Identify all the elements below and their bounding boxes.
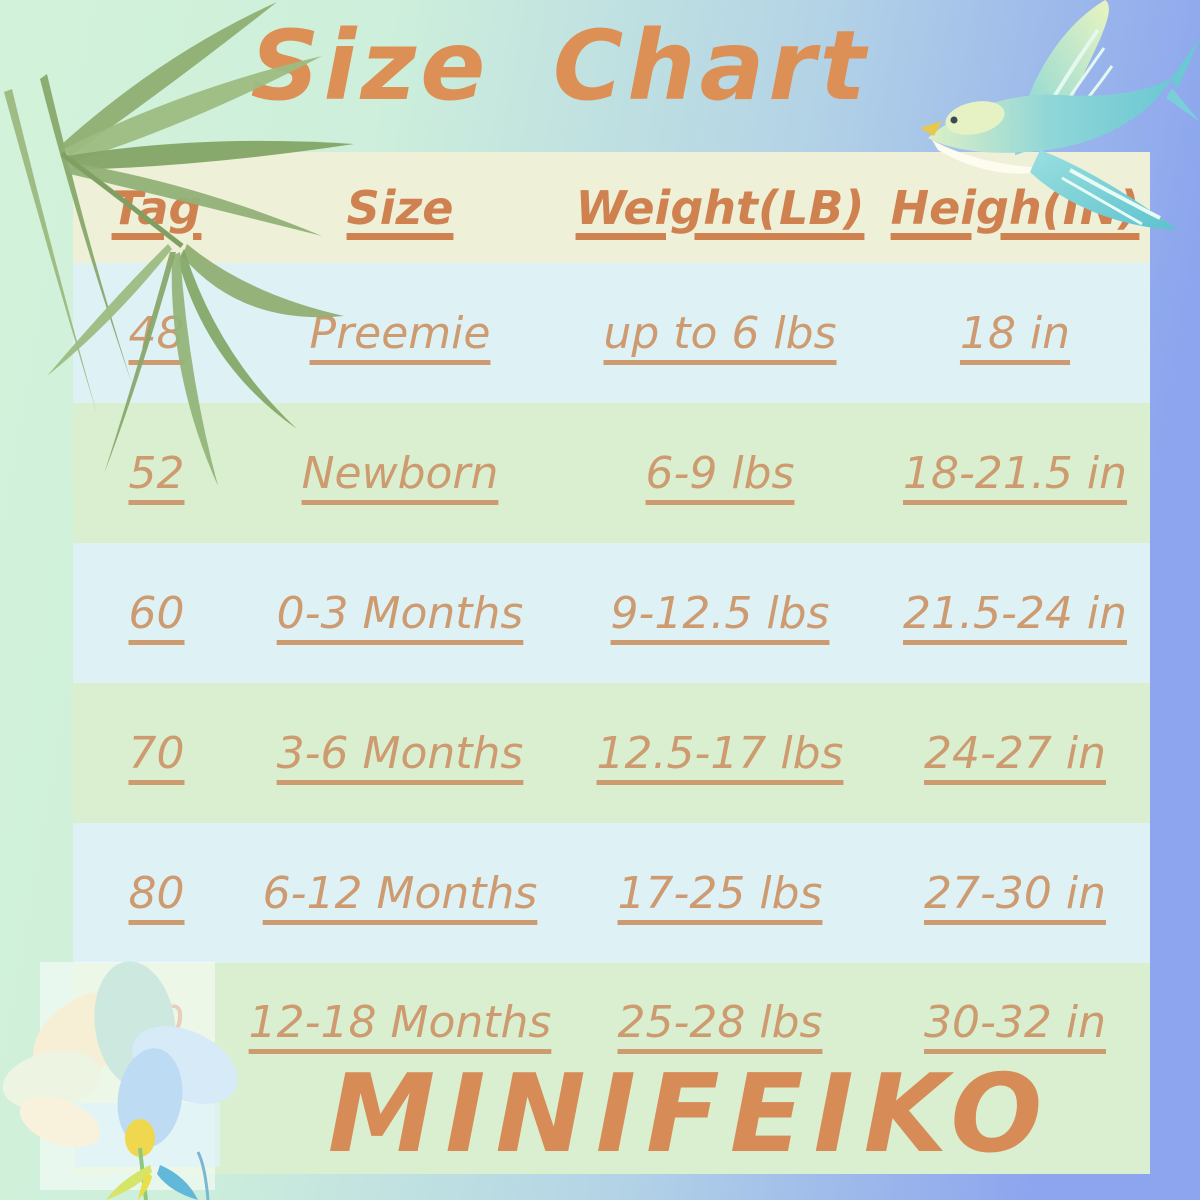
cell-weight: 6-9 lbs — [645, 447, 795, 499]
page-title: Size Chart — [250, 10, 870, 122]
cell-size: 0-3 Months — [276, 587, 524, 639]
table-row: 90 12-18 Months 25-28 lbs 30-32 in — [73, 963, 1150, 1174]
cell-tag: 80 — [128, 867, 185, 919]
cell-height: 27-30 in — [924, 867, 1106, 919]
cell-weight: 9-12.5 lbs — [610, 587, 830, 639]
cell-height: 18 in — [959, 307, 1071, 359]
table-row: 70 3-6 Months 12.5-17 lbs 24-27 in — [73, 683, 1150, 823]
table-header-row: Tag Size Weight(LB) Heigh(IN) — [73, 152, 1150, 263]
cell-tag: 48 — [128, 307, 185, 359]
cell-height: 24-27 in — [924, 727, 1106, 779]
cell-weight: 12.5-17 lbs — [596, 727, 844, 779]
cell-tag: 70 — [128, 727, 185, 779]
cell-size: 3-6 Months — [276, 727, 524, 779]
cell-height: 18-21.5 in — [903, 447, 1127, 499]
cell-tag: 60 — [128, 587, 185, 639]
size-table: Tag Size Weight(LB) Heigh(IN) 48 Preemie… — [73, 152, 1150, 1174]
table-row: 52 Newborn 6-9 lbs 18-21.5 in — [73, 403, 1150, 543]
cell-weight: up to 6 lbs — [603, 307, 837, 359]
cell-size: 6-12 Months — [262, 867, 538, 919]
cell-size: Preemie — [309, 307, 491, 359]
cell-height: 21.5-24 in — [903, 587, 1127, 639]
cell-size: 12-18 Months — [248, 997, 552, 1048]
cell-weight: 25-28 lbs — [617, 997, 823, 1048]
header-height: Heigh(IN) — [890, 180, 1140, 235]
header-tag: Tag — [111, 180, 202, 235]
header-weight: Weight(LB) — [575, 180, 865, 235]
table-row: 48 Preemie up to 6 lbs 18 in — [73, 263, 1150, 403]
cell-weight: 17-25 lbs — [617, 867, 823, 919]
brand-name: MINIFEIKO — [327, 1052, 1053, 1177]
header-size: Size — [346, 180, 454, 235]
table-row: 60 0-3 Months 9-12.5 lbs 21.5-24 in — [73, 543, 1150, 683]
cell-height: 30-32 in — [924, 997, 1106, 1048]
cell-size: Newborn — [301, 447, 499, 499]
cell-tag: 52 — [128, 447, 185, 499]
table-row: 80 6-12 Months 17-25 lbs 27-30 in — [73, 823, 1150, 963]
